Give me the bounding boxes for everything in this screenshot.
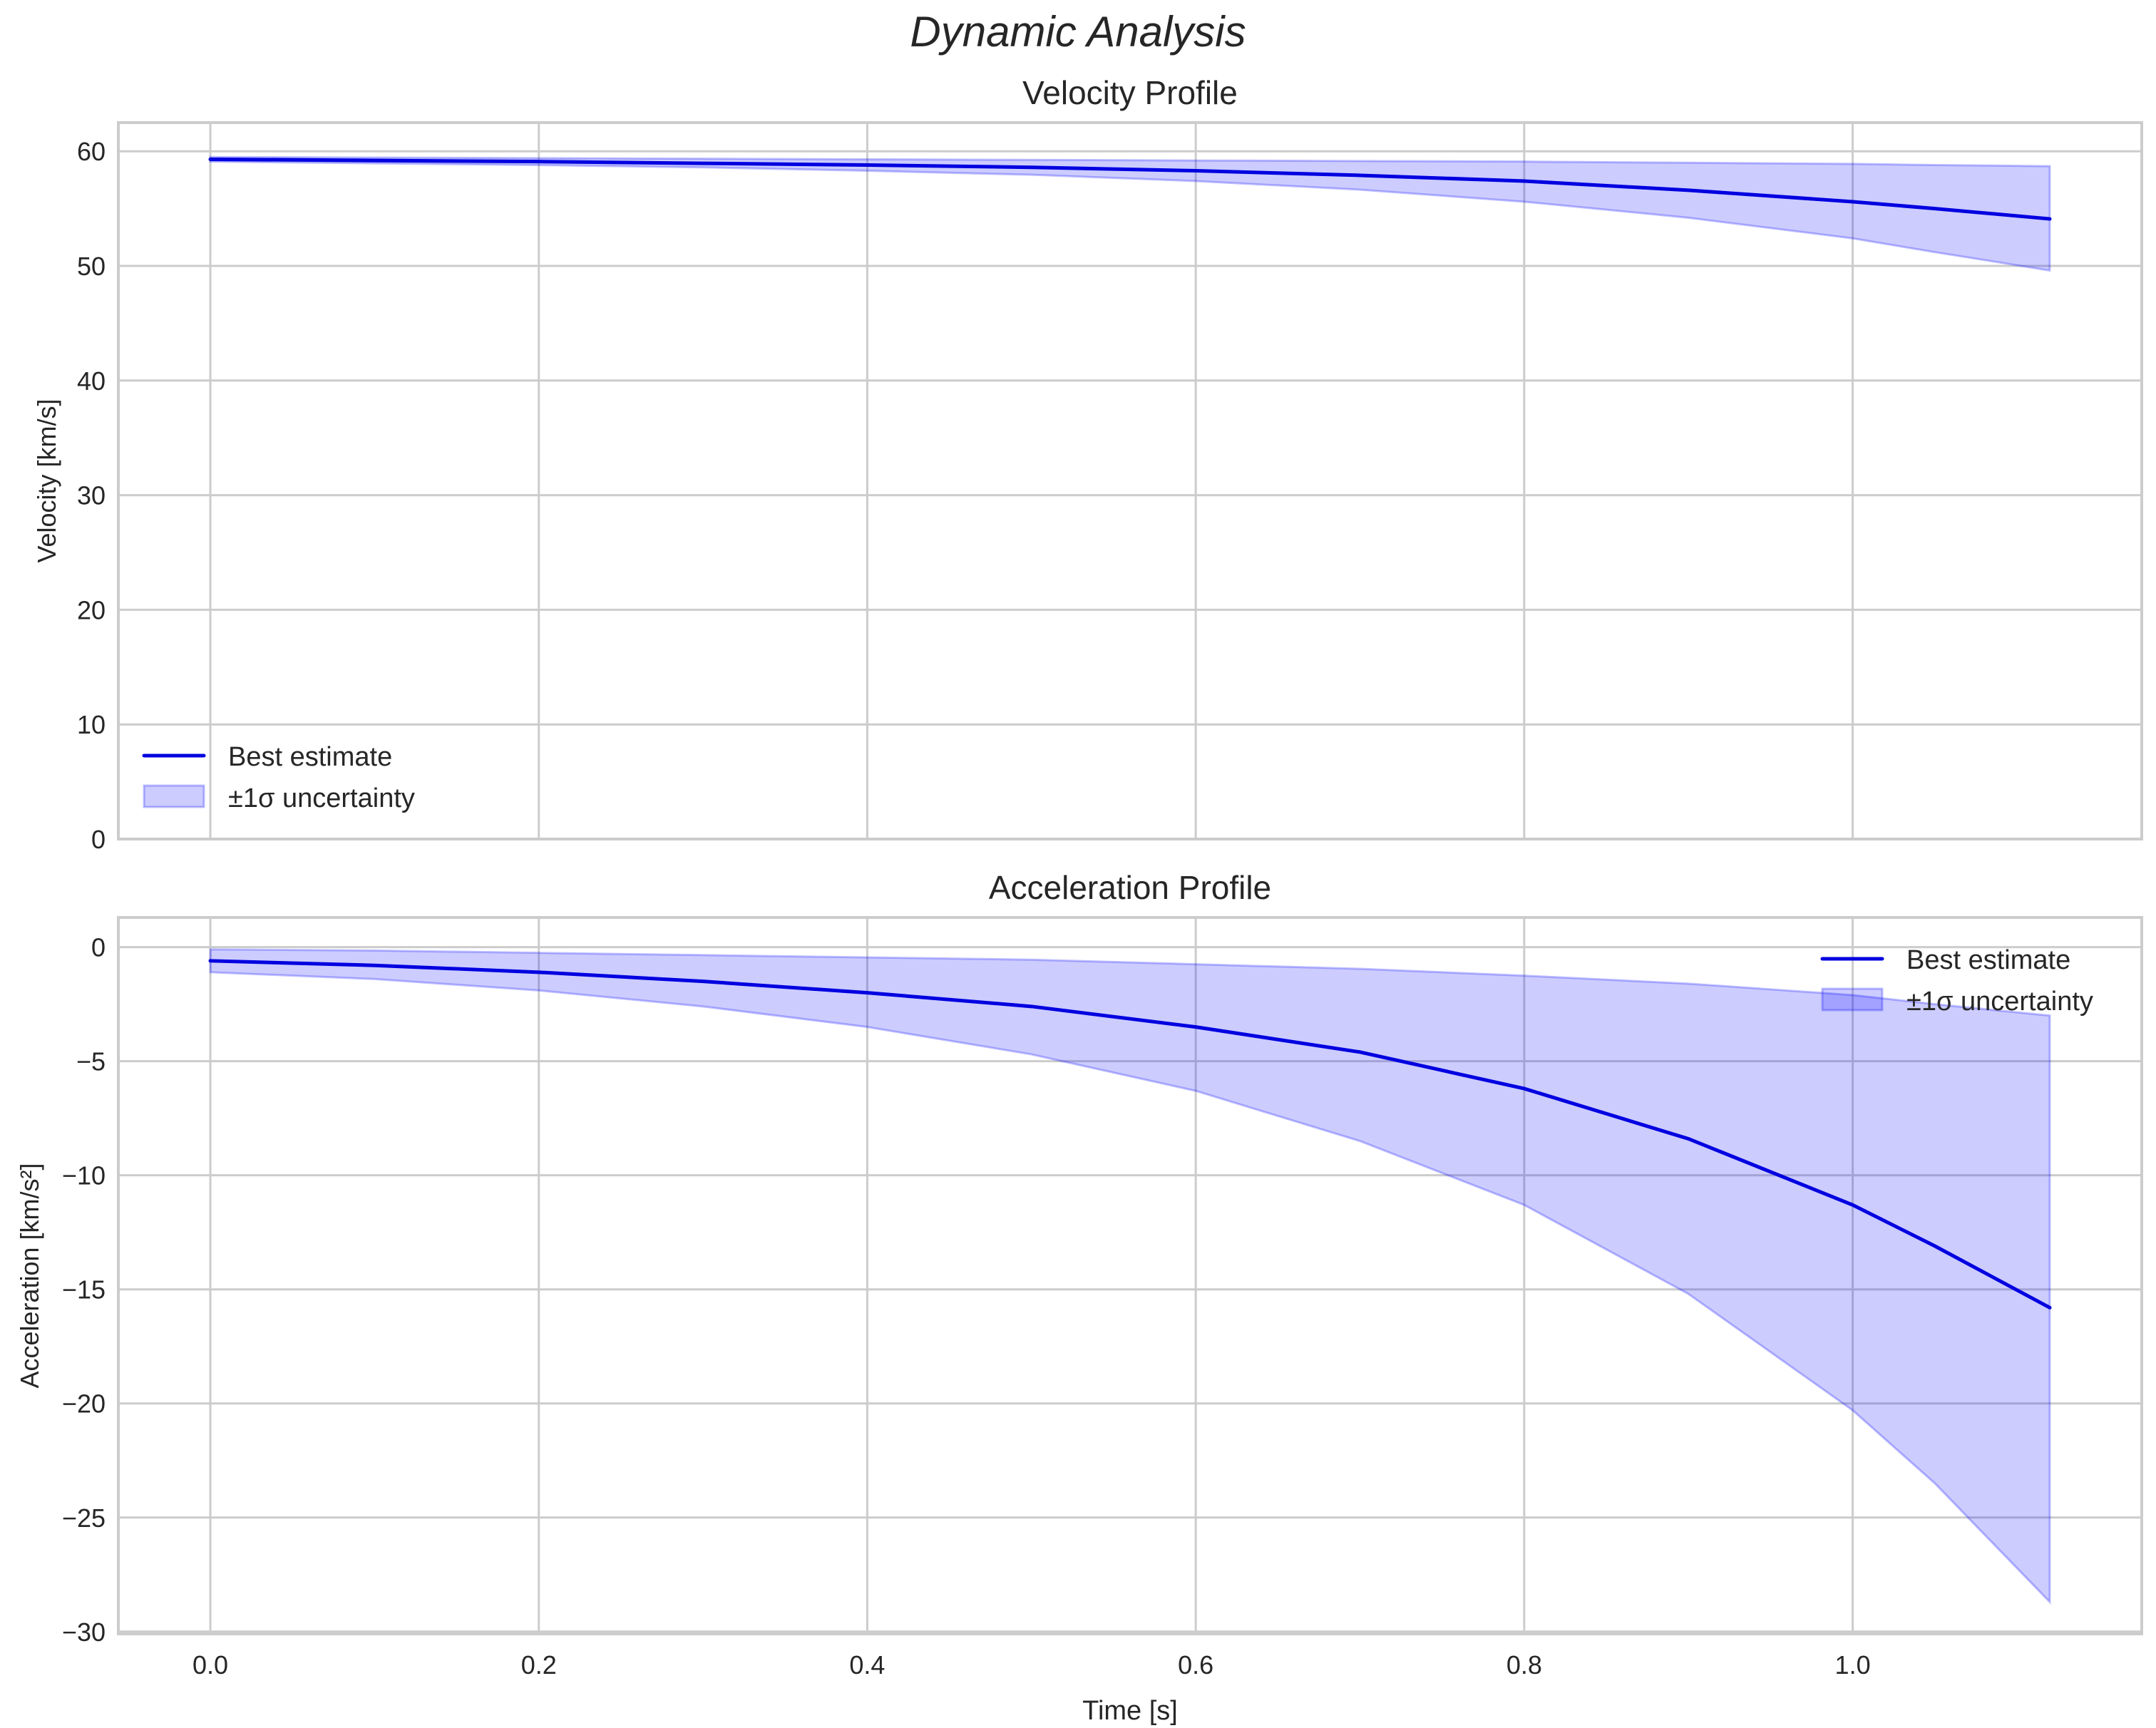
best-estimate-line <box>208 157 2052 221</box>
x-tick-label: 0.6 <box>1178 1650 1213 1680</box>
subplot-title: Acceleration Profile <box>989 869 1271 906</box>
y-tick-label: −20 <box>62 1389 106 1419</box>
best-estimate-line <box>208 959 2052 1310</box>
y-tick-label: −5 <box>76 1047 106 1076</box>
legend-label: Best estimate <box>228 742 392 772</box>
y-tick-label: 60 <box>77 137 106 166</box>
legend <box>142 754 206 808</box>
y-tick-label: 10 <box>77 710 106 739</box>
y-tick-label: −30 <box>62 1618 106 1647</box>
figure-title: Dynamic Analysis <box>910 8 1246 56</box>
axes-frame <box>117 916 2143 1635</box>
y-tick-label: 0 <box>91 825 106 854</box>
x-tick-label: 1.0 <box>1835 1650 1871 1680</box>
y-axis-label: Acceleration [km/s²] <box>15 1163 44 1388</box>
x-tick-label: 0.0 <box>192 1650 228 1680</box>
y-tick-label: 40 <box>77 366 106 396</box>
legend-label: ±1σ uncertainty <box>1906 987 2093 1017</box>
x-tick-label: 0.4 <box>849 1650 885 1680</box>
legend-label: ±1σ uncertainty <box>228 783 415 813</box>
x-tick-label: 0.8 <box>1506 1650 1542 1680</box>
velocity-panel <box>117 121 2143 840</box>
y-tick-label: −15 <box>62 1275 106 1305</box>
y-tick-label: 0 <box>91 933 106 962</box>
legend-band-swatch <box>143 784 205 808</box>
y-tick-label: 30 <box>77 481 106 510</box>
acceleration-panel <box>117 916 2143 1635</box>
x-tick-label: 0.2 <box>521 1650 557 1680</box>
y-axis-label: Velocity [km/s] <box>32 398 61 562</box>
uncertainty-band <box>209 948 2051 1605</box>
legend-label: Best estimate <box>1906 945 2070 975</box>
subplot-title: Velocity Profile <box>1022 74 1238 111</box>
y-tick-label: −25 <box>62 1503 106 1533</box>
x-axis-label: Time [s] <box>1082 1696 1178 1726</box>
legend-band-swatch <box>1821 987 1884 1012</box>
uncertainty-band <box>209 155 2051 272</box>
y-tick-label: 20 <box>77 595 106 624</box>
y-tick-label: 50 <box>77 252 106 281</box>
y-tick-label: −10 <box>62 1161 106 1190</box>
legend <box>1820 957 1884 1012</box>
axes-frame <box>117 121 2143 840</box>
